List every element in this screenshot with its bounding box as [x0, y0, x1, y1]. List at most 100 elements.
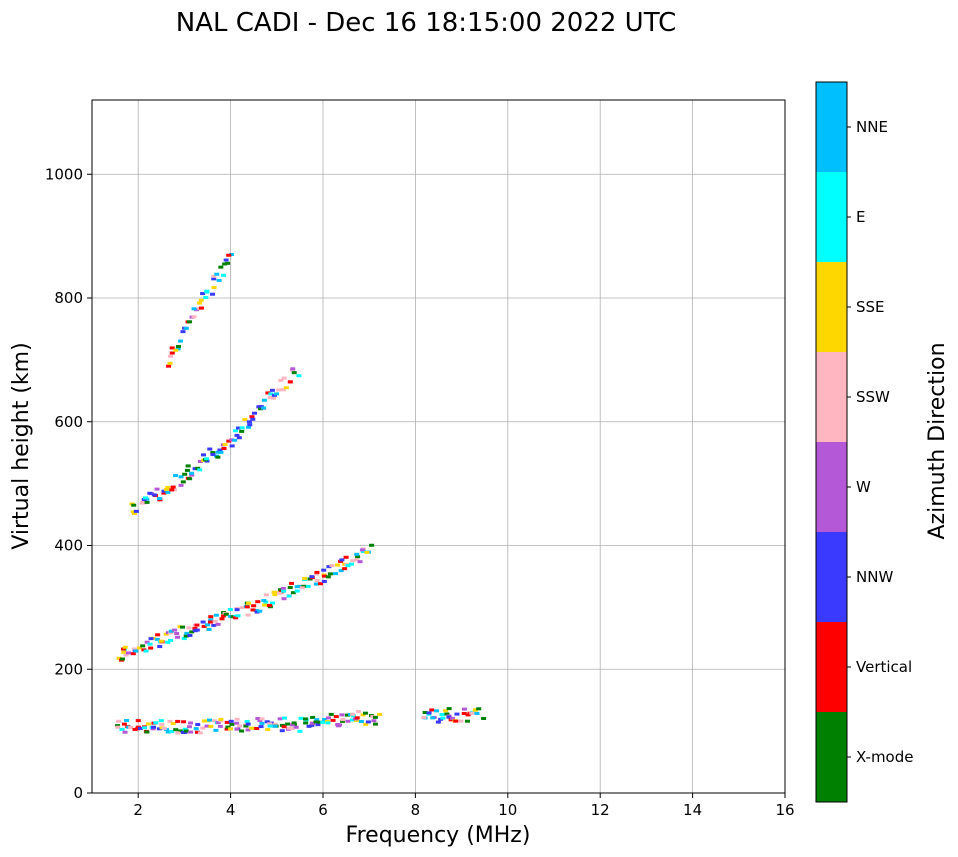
- echo-point: [325, 716, 331, 720]
- colorbar-tick-label: NNW: [856, 568, 893, 586]
- echo-point: [206, 718, 212, 722]
- echo-point: [245, 613, 251, 617]
- x-tick-label: 6: [318, 801, 328, 819]
- echo-point: [165, 730, 171, 734]
- echo-point: [192, 467, 198, 471]
- echo-point: [316, 720, 322, 724]
- echo-point: [218, 450, 224, 454]
- y-tick-label: 1000: [45, 165, 83, 183]
- echo-point: [299, 586, 305, 590]
- echo-point: [289, 723, 295, 727]
- echo-point: [119, 657, 125, 661]
- echo-point: [140, 500, 146, 504]
- echo-point: [156, 727, 162, 731]
- echo-point: [124, 718, 130, 722]
- echo-point: [272, 593, 278, 597]
- echo-point: [288, 581, 294, 585]
- echo-point: [314, 570, 320, 574]
- echo-point: [226, 253, 232, 257]
- echo-point: [273, 392, 279, 396]
- echo-point: [252, 411, 258, 415]
- echo-point: [224, 727, 230, 731]
- echo-point: [145, 722, 151, 726]
- echo-point: [119, 727, 125, 731]
- echo-point: [161, 491, 167, 495]
- echo-point: [169, 488, 175, 492]
- echo-point: [279, 729, 285, 733]
- echo-point: [264, 720, 270, 724]
- echo-point: [177, 729, 183, 733]
- echo-point: [116, 656, 122, 660]
- echo-point: [371, 719, 377, 723]
- echo-point: [189, 630, 195, 634]
- echo-point: [115, 725, 121, 729]
- echo-point: [439, 712, 445, 716]
- echo-point: [340, 719, 346, 723]
- echo-point: [151, 725, 157, 729]
- echo-point: [175, 344, 181, 348]
- echo-point: [349, 718, 355, 722]
- echo-point: [469, 711, 475, 715]
- echo-point: [255, 600, 261, 604]
- echo-point: [123, 653, 129, 657]
- echo-point: [234, 433, 240, 437]
- colorbar-frame: [815, 81, 848, 803]
- echo-point: [154, 637, 160, 641]
- y-tick-label: 800: [54, 289, 83, 307]
- echo-point: [277, 717, 283, 721]
- echo-point: [135, 727, 141, 731]
- echo-point: [429, 708, 435, 712]
- y-tick-label: 600: [54, 413, 83, 431]
- echo-point: [257, 718, 263, 722]
- echo-point: [446, 707, 452, 711]
- echo-point: [246, 425, 252, 429]
- echo-point: [223, 258, 229, 262]
- echo-point: [461, 711, 467, 715]
- echo-point: [239, 426, 245, 430]
- echo-point: [177, 625, 183, 629]
- echo-point: [165, 490, 171, 494]
- echo-point: [244, 719, 250, 723]
- echo-point: [306, 724, 312, 728]
- echo-point: [198, 298, 204, 302]
- echo-point: [207, 447, 213, 451]
- echo-point: [281, 597, 287, 601]
- echo-point: [320, 720, 326, 724]
- echo-point: [294, 585, 300, 589]
- echo-point: [276, 388, 282, 392]
- echo-point: [180, 330, 186, 334]
- echo-point: [454, 712, 460, 716]
- echo-point: [289, 726, 295, 730]
- echo-point: [309, 575, 315, 579]
- echo-point: [225, 725, 231, 729]
- echo-point: [355, 710, 361, 714]
- echo-point: [182, 727, 188, 731]
- colorbar-segment: [816, 352, 847, 442]
- echo-point: [257, 609, 263, 613]
- echo-point: [144, 730, 150, 734]
- echo-point: [335, 563, 341, 567]
- plot-area-frame: [91, 99, 786, 794]
- echo-point: [244, 605, 250, 609]
- echo-point: [255, 716, 261, 720]
- echo-point: [133, 509, 139, 513]
- echo-point: [194, 308, 200, 312]
- echo-point: [271, 396, 277, 400]
- echo-point: [230, 615, 236, 619]
- echo-point: [434, 709, 440, 713]
- echo-point: [325, 721, 331, 725]
- echo-point: [313, 720, 319, 724]
- echo-point: [193, 727, 199, 731]
- echo-point: [305, 584, 311, 588]
- echo-point: [251, 726, 257, 730]
- echo-point: [165, 485, 171, 489]
- echo-point: [180, 625, 186, 629]
- echo-point: [277, 591, 283, 595]
- echo-point: [215, 455, 221, 459]
- echo-point: [167, 638, 173, 642]
- echo-point: [298, 716, 304, 720]
- echo-point: [254, 610, 260, 614]
- echo-point: [169, 351, 175, 355]
- echo-point: [140, 644, 146, 648]
- echo-point: [349, 562, 355, 566]
